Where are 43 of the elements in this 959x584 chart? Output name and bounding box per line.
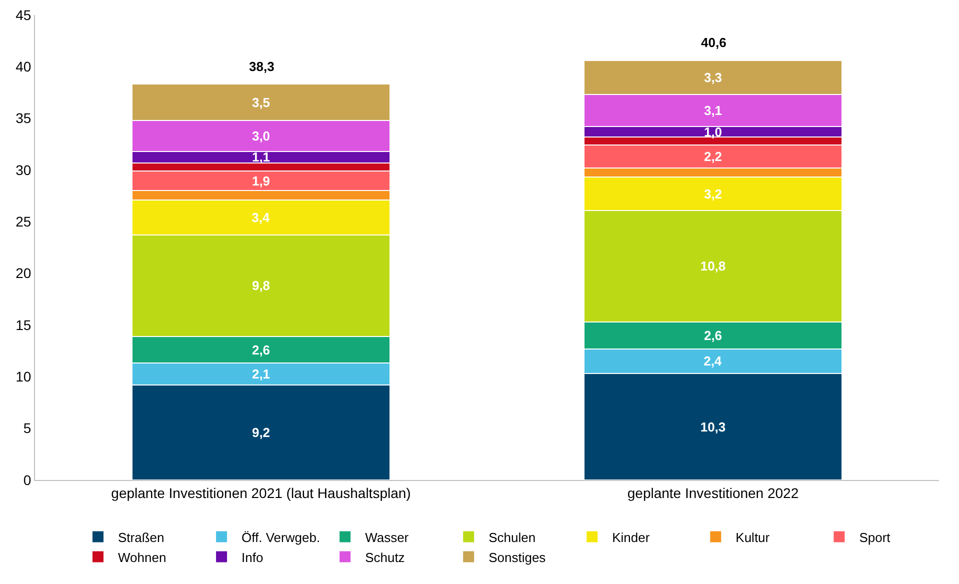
data-label: 2,1 — [252, 366, 270, 382]
y-tick-label: 15 — [16, 316, 32, 333]
data-label: 2,4 — [704, 354, 722, 369]
y-tick-label: 20 — [16, 265, 32, 282]
legend-label: Schulen — [488, 530, 536, 545]
legend-label: Kultur — [736, 530, 770, 545]
legend-label: Kinder — [612, 530, 650, 545]
y-tick-label: 0 — [23, 472, 32, 488]
data-label: 9,8 — [252, 278, 270, 294]
data-label: 10,3 — [700, 419, 726, 434]
y-tick-label: 10 — [16, 368, 32, 385]
legend-label: Info — [242, 550, 264, 565]
data-label: 3,3 — [704, 70, 722, 86]
data-label: 3,2 — [704, 186, 722, 202]
data-label: 3,1 — [704, 103, 722, 118]
data-label: 1,9 — [252, 173, 270, 188]
data-label: 2,6 — [704, 328, 722, 343]
y-tick-label: 40 — [16, 58, 32, 75]
legend-label: Wasser — [365, 530, 410, 545]
data-label: 2,6 — [252, 342, 270, 358]
total-label: 40,6 — [701, 35, 726, 50]
y-tick-label: 45 — [16, 6, 32, 23]
legend-label: Wohnen — [118, 550, 166, 565]
legend-label: Sonstiges — [488, 550, 546, 565]
data-label: 3,5 — [252, 94, 270, 110]
data-label: 9,2 — [252, 424, 270, 440]
x-tick-label: geplante Investitionen 2022 — [627, 484, 799, 501]
y-tick-label: 35 — [16, 110, 32, 126]
legend-label: Straßen — [118, 530, 164, 545]
legend-label: Öff. Verwgeb. — [242, 530, 320, 545]
data-label: 10,8 — [700, 258, 726, 274]
total-label: 38,3 — [249, 59, 274, 74]
y-tick-label: 5 — [23, 420, 32, 436]
data-label: 3,4 — [252, 210, 270, 226]
data-label: 1,0 — [704, 124, 722, 140]
legend-label: Schutz — [365, 550, 405, 565]
x-tick-label: geplante Investitionen 2021 (laut Haushaltsplan) — [111, 484, 411, 501]
data-label: 2,2 — [704, 149, 722, 164]
y-tick-label: 30 — [16, 162, 32, 178]
data-label: 3,0 — [252, 128, 270, 144]
data-label: 1,1 — [252, 150, 270, 165]
y-tick-label: 25 — [16, 214, 32, 230]
legend-label: Sport — [859, 530, 891, 545]
